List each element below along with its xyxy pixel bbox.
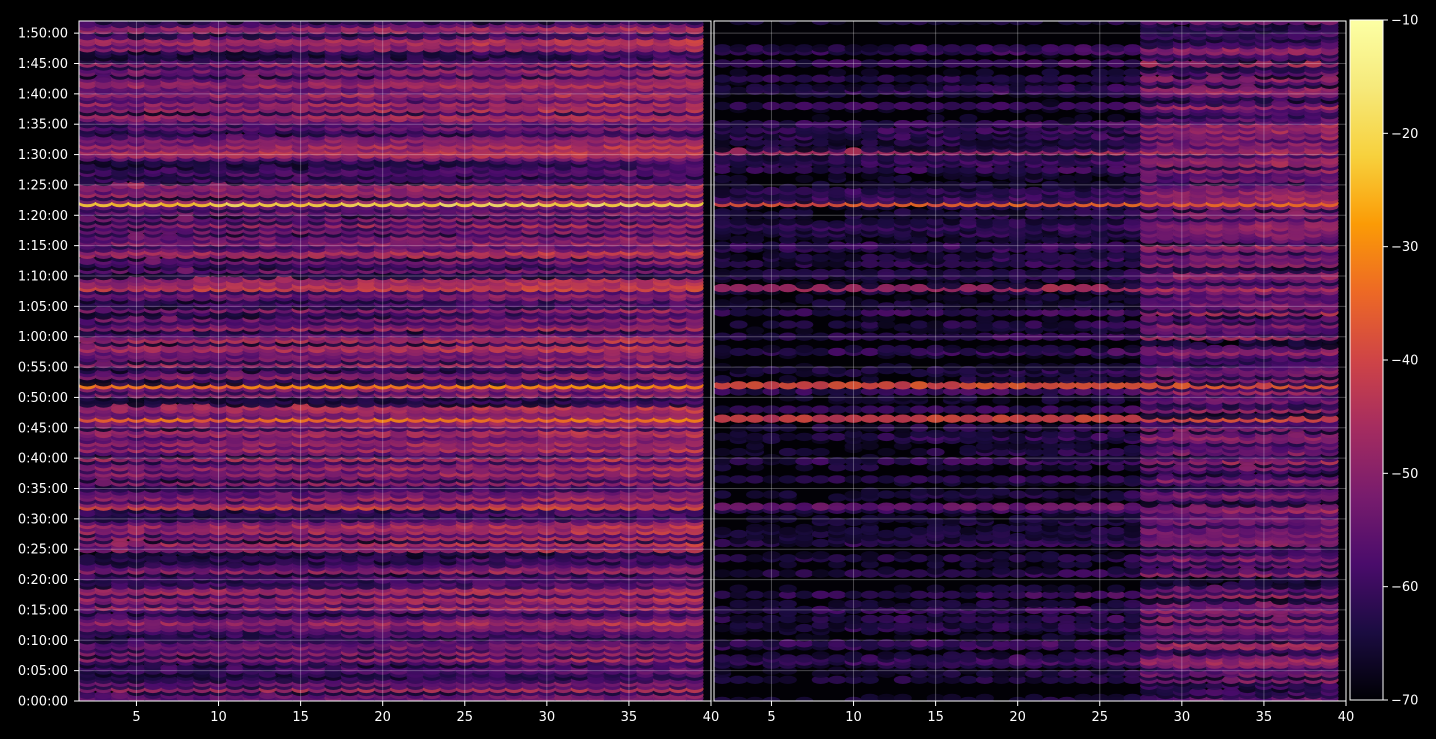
heatmap-cell <box>176 663 195 672</box>
heatmap-cell <box>324 663 343 672</box>
heatmap-cell <box>275 675 294 684</box>
heatmap-cell <box>160 675 179 684</box>
heatmap-cell <box>94 690 113 700</box>
panel-left-cells <box>79 21 704 701</box>
heatmap-cell <box>127 636 146 645</box>
heatmap-cell <box>225 663 244 672</box>
heatmap-cell <box>127 663 146 672</box>
panel-left <box>79 21 711 701</box>
heatmap-cell <box>258 690 277 700</box>
heatmap-cell <box>111 690 129 700</box>
heatmap-cell <box>79 690 97 700</box>
heatmap-cell <box>160 663 179 672</box>
heatmap-cell <box>291 636 310 645</box>
heatmap-cell <box>79 554 97 563</box>
heatmap-cell <box>111 636 129 645</box>
